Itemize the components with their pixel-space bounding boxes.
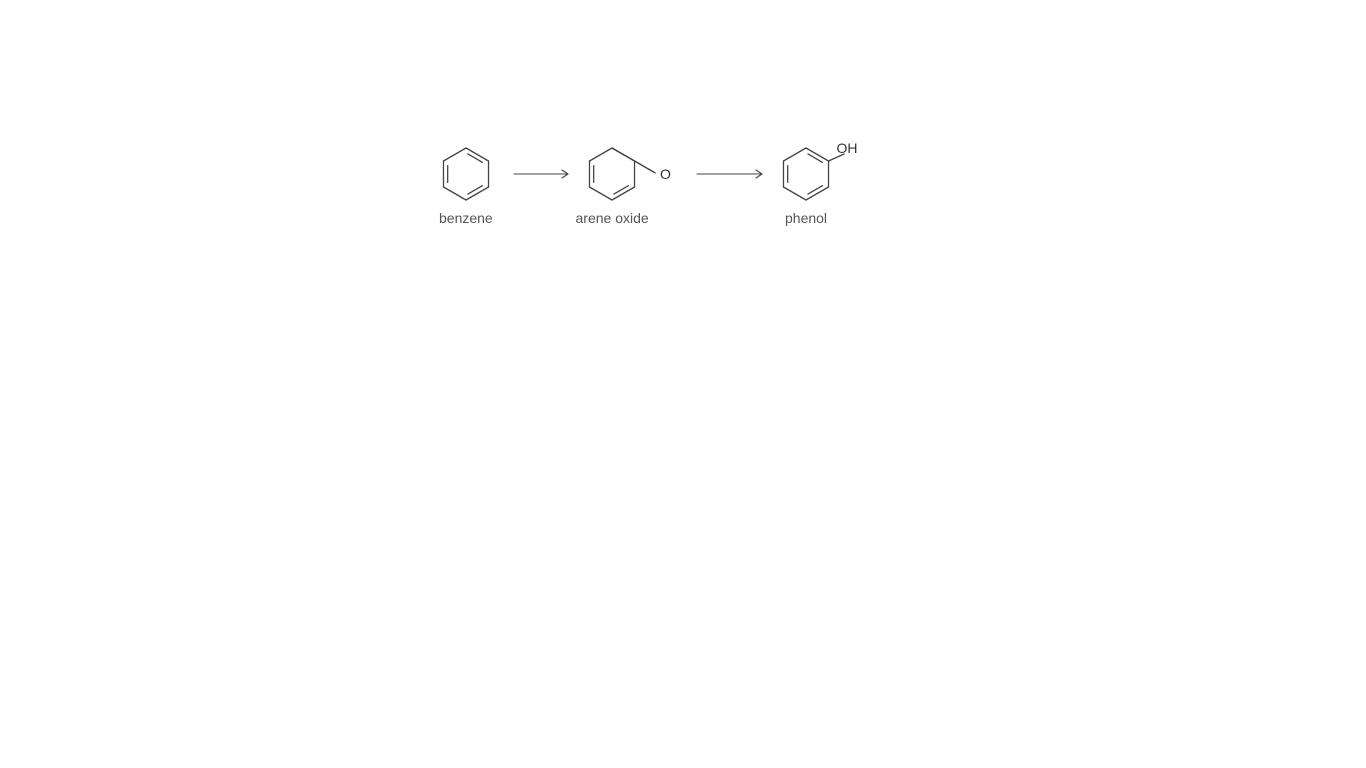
reaction-diagram: benzene Oarene oxide OH phenol [0,0,1366,768]
phenol-OH: OH [837,140,858,156]
benzene-label: benzene [439,210,493,226]
arene-oxide-label: arene oxide [576,210,649,226]
arene-oxide-O: O [660,166,671,182]
phenol-label: phenol [785,210,827,226]
reaction-svg [0,0,1366,768]
